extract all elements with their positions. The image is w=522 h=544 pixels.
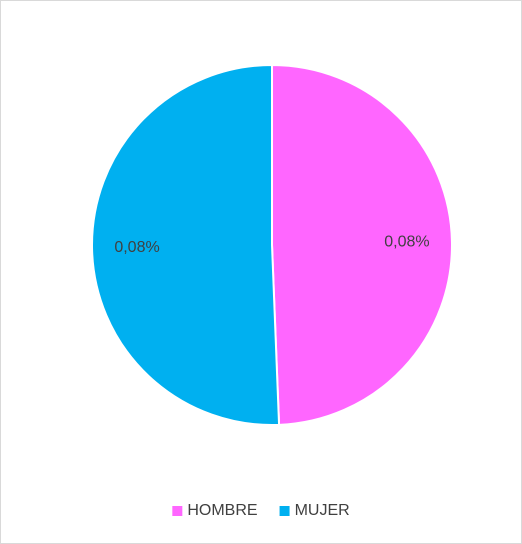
- legend-label: MUJER: [295, 502, 350, 519]
- pie-slice: [271, 63, 453, 426]
- data-label: 0,08%: [114, 239, 159, 256]
- legend-swatch: [172, 506, 183, 516]
- legend-label: HOMBRE: [187, 502, 257, 519]
- data-label: 0,08%: [384, 234, 429, 251]
- pie-slice: [91, 63, 281, 426]
- legend-swatch: [279, 506, 290, 516]
